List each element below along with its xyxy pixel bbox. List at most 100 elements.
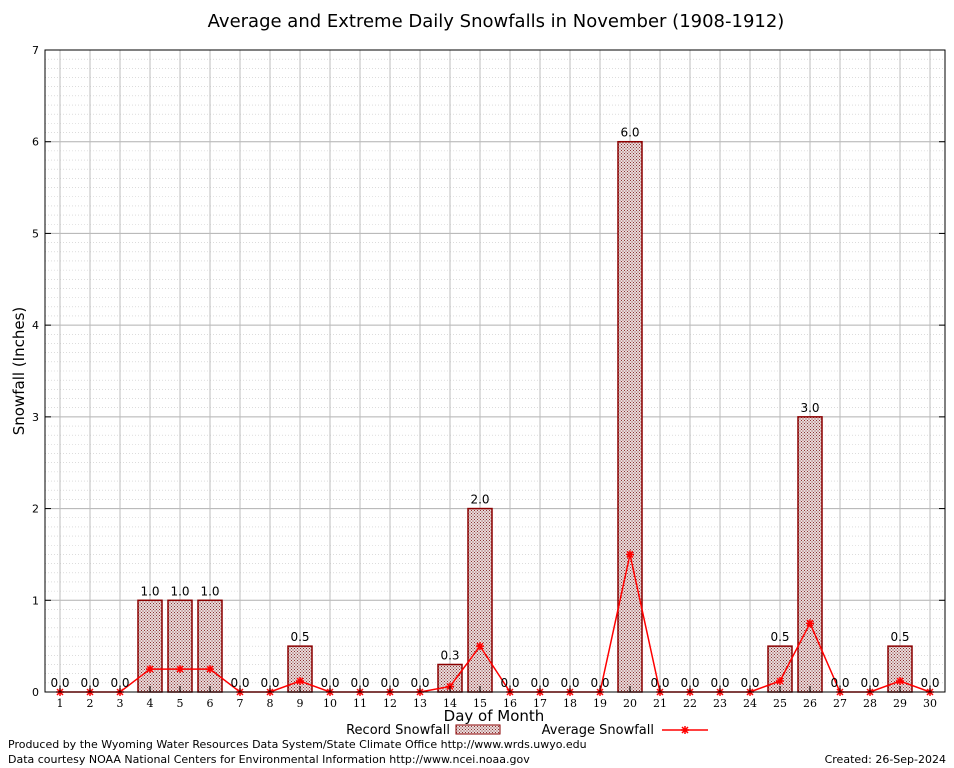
x-tick-label: 28 — [863, 697, 877, 710]
x-tick-label: 19 — [593, 697, 607, 710]
x-tick-label: 26 — [803, 697, 817, 710]
record-bar — [467, 507, 493, 693]
x-tick-label: 15 — [473, 697, 487, 710]
record-bar-label: 2.0 — [470, 493, 489, 507]
x-tick-label: 3 — [117, 697, 124, 710]
record-bar-label: 0.0 — [260, 676, 279, 690]
footer-data-courtesy: Data courtesy NOAA National Centers for … — [8, 753, 530, 766]
x-tick-label: 8 — [267, 697, 274, 710]
plot-frame — [44, 49, 946, 693]
average-line — [60, 554, 931, 693]
x-tick-label: 20 — [623, 697, 637, 710]
record-bar-label: 0.0 — [350, 676, 369, 690]
record-bar-label: 6.0 — [620, 126, 639, 140]
x-tick-label: 1 — [57, 697, 64, 710]
record-bar-label: 1.0 — [140, 584, 159, 598]
chart-title: Average and Extreme Daily Snowfalls in N… — [208, 11, 785, 32]
legend-record-label: Record Snowfall — [346, 723, 450, 738]
average-point — [146, 665, 154, 674]
average-point — [296, 676, 304, 685]
x-tick-label: 30 — [923, 697, 937, 710]
record-bar-label: 0.0 — [320, 676, 339, 690]
record-bar-label: 0.0 — [110, 676, 129, 690]
x-tick-label: 25 — [773, 697, 787, 710]
record-bar-label: 1.0 — [200, 584, 219, 598]
x-tick-label: 16 — [503, 697, 517, 710]
x-tick-label: 27 — [833, 697, 847, 710]
record-bar — [617, 140, 643, 693]
footer-produced-by: Produced by the Wyoming Water Resources … — [8, 738, 587, 751]
x-tick-label: 21 — [653, 697, 667, 710]
record-bar-label: 0.3 — [440, 648, 459, 662]
footer-created: Created: 26-Sep-2024 — [824, 753, 946, 766]
x-tick-label: 24 — [743, 697, 757, 710]
x-tick-label: 22 — [683, 697, 697, 710]
x-tick-label: 17 — [533, 697, 547, 710]
record-bar-label: 0.0 — [560, 676, 579, 690]
record-bar — [167, 599, 193, 693]
legend-average-label: Average Snowfall — [542, 723, 654, 738]
y-axis-label: Snowfall (Inches) — [10, 307, 28, 435]
y-tick-label: 6 — [32, 136, 39, 149]
record-bar-label: 0.0 — [920, 676, 939, 690]
average-point — [896, 676, 904, 685]
record-bar — [767, 645, 793, 693]
record-bar-label: 0.0 — [380, 676, 399, 690]
average-point — [776, 676, 784, 685]
average-point — [626, 550, 634, 559]
x-tick-label: 29 — [893, 697, 907, 710]
legend-average-marker — [681, 726, 689, 734]
record-bar — [197, 599, 223, 693]
average-point — [476, 642, 484, 651]
record-bar-label: 0.0 — [830, 676, 849, 690]
record-bar-label: 0.0 — [80, 676, 99, 690]
record-bar-label: 0.0 — [590, 676, 609, 690]
y-tick-label: 3 — [32, 411, 39, 424]
record-bar — [137, 599, 163, 693]
record-bar — [797, 416, 823, 693]
x-tick-label: 14 — [443, 697, 457, 710]
record-bar-label: 0.0 — [50, 676, 69, 690]
y-tick-label: 4 — [32, 319, 39, 332]
record-bar-label: 1.0 — [170, 584, 189, 598]
y-tick-label: 2 — [32, 503, 39, 516]
x-tick-label: 13 — [413, 697, 427, 710]
x-tick-label: 7 — [237, 697, 244, 710]
record-bar-label: 0.0 — [230, 676, 249, 690]
record-bar-label: 0.0 — [680, 676, 699, 690]
x-tick-label: 4 — [147, 697, 154, 710]
record-bar-label: 0.0 — [650, 676, 669, 690]
x-axis-label: Day of Month — [444, 707, 545, 725]
x-tick-label: 11 — [353, 697, 367, 710]
record-bar-label: 0.0 — [860, 676, 879, 690]
record-bar-label: 0.5 — [770, 630, 789, 644]
record-bar-label: 0.0 — [500, 676, 519, 690]
record-bar-label: 3.0 — [800, 401, 819, 415]
record-bar-label: 0.5 — [890, 630, 909, 644]
x-tick-label: 2 — [87, 697, 94, 710]
record-bar-label: 0.5 — [290, 630, 309, 644]
legend: Record Snowfall Average Snowfall — [346, 723, 708, 738]
record-bar-label: 0.0 — [710, 676, 729, 690]
record-bar — [287, 645, 313, 693]
y-tick-label: 1 — [32, 594, 39, 607]
y-tick-label: 5 — [32, 227, 39, 240]
y-tick-label: 7 — [32, 44, 39, 57]
bar-labels: 0.0 0.0 0.0 1.0 1.0 1.0 0.0 0.0 0.5 0.0 0.0 0.0 0.0 0… — [50, 126, 939, 690]
record-bar-label: 0.0 — [410, 676, 429, 690]
y-tick-label: 0 — [32, 686, 39, 699]
average-point — [206, 665, 214, 674]
x-tick-label: 23 — [713, 697, 727, 710]
average-point — [806, 619, 814, 628]
average-point — [176, 665, 184, 674]
record-bar-label: 0.0 — [740, 676, 759, 690]
x-tick-label: 9 — [297, 697, 304, 710]
record-bar — [887, 645, 913, 693]
x-tick-label: 6 — [207, 697, 214, 710]
grid — [45, 49, 945, 693]
x-tick-label: 5 — [177, 697, 184, 710]
x-tick-label: 10 — [323, 697, 337, 710]
record-bar-label: 0.0 — [530, 676, 549, 690]
